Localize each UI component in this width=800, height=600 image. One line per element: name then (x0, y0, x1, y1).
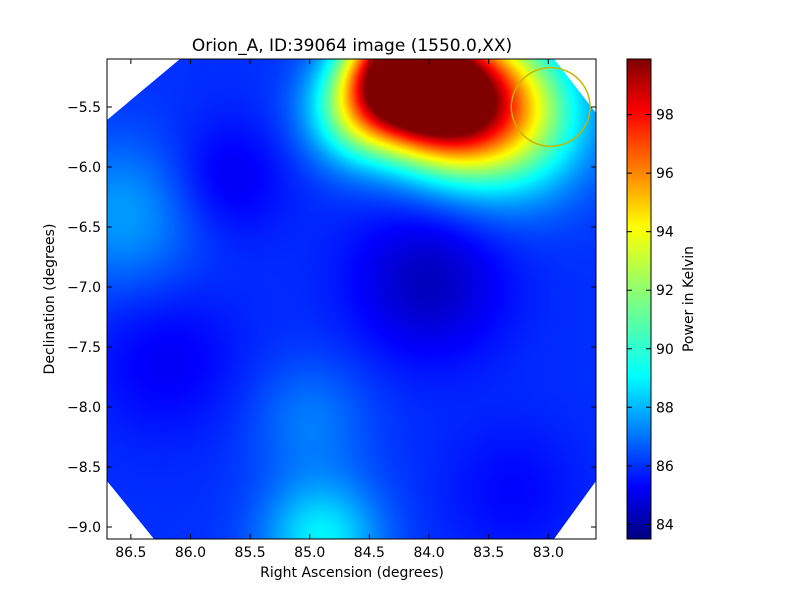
colorbar-tick-label: 84 (656, 517, 674, 533)
colorbar-gradient (626, 58, 652, 540)
colorbar-tick-label: 88 (656, 400, 674, 416)
y-axis: −5.5 −6.0 −6.5 −7.0 −7.5 −8.0 −8.5 −9.0 (67, 100, 596, 536)
x-tick-label: 83.0 (533, 545, 564, 561)
y-tick-label: −6.5 (67, 220, 101, 236)
x-tick-label: 83.5 (473, 545, 504, 561)
y-tick-label: −9.0 (67, 520, 101, 536)
x-tick-label: 84.0 (413, 545, 444, 561)
colorbar-tick-label: 92 (656, 283, 674, 299)
colorbar-tick-label: 90 (656, 342, 674, 358)
colorbar-ticks: 84 86 88 90 92 94 96 98 (627, 108, 674, 533)
x-axis: 86.5 86.0 85.5 85.0 84.5 84.0 83.5 83.0 (115, 59, 564, 561)
colorbar-tick-label: 96 (656, 166, 674, 182)
x-tick-label: 84.5 (354, 545, 385, 561)
plot-area (106, 58, 597, 540)
y-tick-label: −8.5 (67, 460, 101, 476)
x-tick-label: 85.5 (235, 545, 266, 561)
colorbar-tick-label: 86 (656, 459, 674, 475)
chart-title: Orion_A, ID:39064 image (1550.0,XX) (192, 36, 512, 56)
colorbar-tick-label: 94 (656, 225, 674, 241)
y-axis-label: Declination (degrees) (42, 224, 58, 375)
x-axis-label: Right Ascension (degrees) (260, 565, 444, 581)
x-tick-label: 86.0 (175, 545, 206, 561)
y-tick-label: −8.0 (67, 400, 101, 416)
y-tick-label: −5.5 (67, 100, 101, 116)
x-tick-label: 86.5 (115, 545, 146, 561)
y-tick-label: −7.5 (67, 340, 101, 356)
heatmap-image (107, 59, 596, 539)
footprint-circle (510, 66, 591, 148)
y-tick-label: −6.0 (67, 160, 101, 176)
y-tick-label: −7.0 (67, 280, 101, 296)
colorbar-label: Power in Kelvin (681, 246, 697, 352)
colorbar: 84 86 88 90 92 94 96 98 Power in Kelvin (626, 58, 697, 540)
plot-frame (106, 58, 597, 540)
x-tick-label: 85.0 (294, 545, 325, 561)
colorbar-tick-label: 98 (656, 108, 674, 124)
